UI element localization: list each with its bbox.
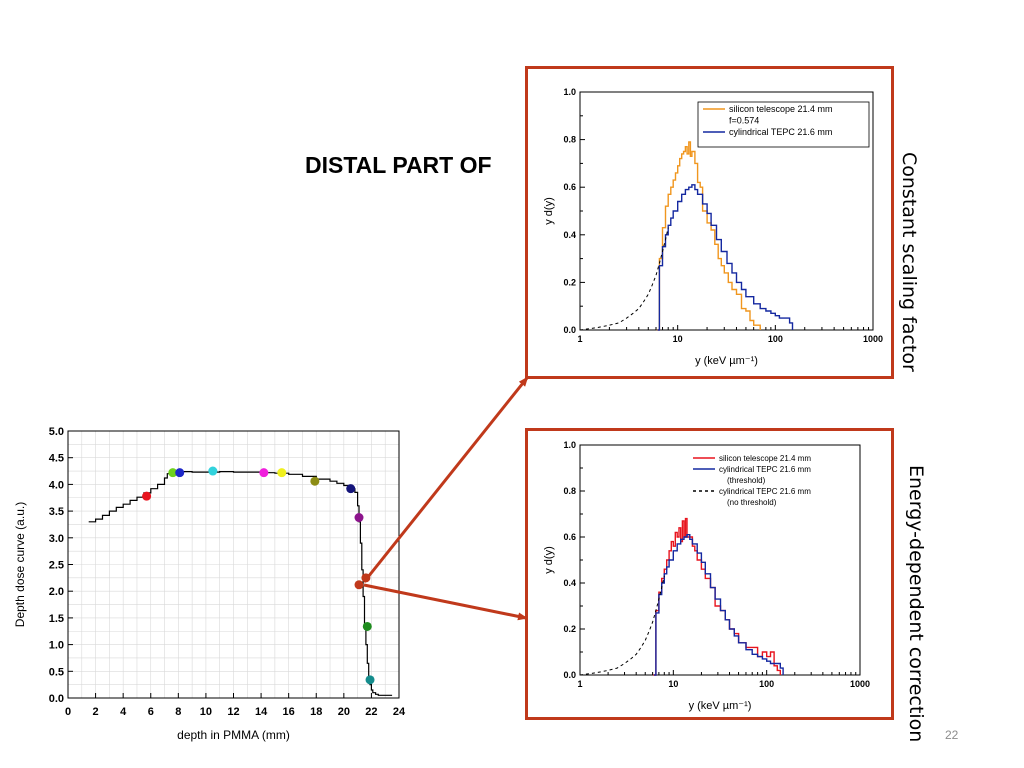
y-tick-label: 4.0 (49, 479, 64, 491)
dose-marker (354, 513, 364, 523)
dose-marker (362, 621, 372, 631)
plot-border (579, 444, 861, 676)
legend-label: cylindrical TEPC 21.6 mm (719, 465, 811, 474)
dose-marker (361, 573, 371, 583)
legend-label: cylindrical TEPC 21.6 mm (719, 487, 811, 496)
series-line (656, 141, 761, 331)
legend-label: silicon telescope 21.4 mm (719, 454, 811, 463)
legend-box (697, 101, 870, 148)
y-tick-label: 3.5 (49, 506, 64, 518)
top-spectrum-chart: 1 10 100 1000 0.0 0.2 0.4 0.6 0.8 1.0 y (keV µm⁻¹)… (543, 87, 883, 367)
y-axis-label: y d(y) (543, 197, 555, 225)
top-spectrum-frame: 1 10 100 1000 0.0 0.2 0.4 0.6 0.8 1.0 y (keV µm⁻¹)… (525, 66, 894, 379)
y-tick-label: 0.6 (563, 182, 576, 192)
dose-marker (142, 491, 152, 501)
y-tick-label: 1.0 (563, 87, 576, 97)
x-tick-label: 10 (200, 706, 212, 718)
dose-marker (277, 468, 287, 478)
series-line (579, 575, 665, 676)
x-tick-label: 4 (120, 706, 127, 718)
depth-dose-chart: 0 2 4 6 8 10 12 14 16 18 20 22 240.00.51.01.52.02.53… (13, 426, 406, 742)
x-tick-label: 22 (365, 706, 377, 718)
y-tick-label: 2.0 (49, 586, 64, 598)
dose-marker (175, 468, 185, 478)
legend-label: silicon telescope 21.4 mm (729, 104, 833, 114)
dose-marker (346, 484, 356, 494)
y-axis-label: Depth dose curve (a.u.) (13, 502, 27, 627)
x-tick-label: 18 (310, 706, 322, 718)
x-tick-label: 1000 (850, 679, 870, 689)
y-tick-label: 5.0 (49, 426, 64, 438)
x-axis-label: y (keV µm⁻¹) (695, 355, 758, 367)
x-tick-label: 14 (255, 706, 268, 718)
y-axis-label: y d(y) (543, 546, 555, 574)
x-tick-label: 2 (93, 706, 99, 718)
dose-marker (310, 476, 320, 486)
y-tick-label: 0.2 (563, 624, 576, 634)
y-tick-label: 1.5 (49, 613, 64, 625)
y-tick-label: 0.2 (563, 277, 576, 287)
x-tick-label: 100 (768, 334, 783, 344)
y-tick-label: 2.5 (49, 560, 64, 572)
x-tick-label: 8 (175, 706, 181, 718)
x-axis-label: depth in PMMA (mm) (177, 728, 290, 742)
series-line (579, 227, 669, 331)
x-tick-label: 10 (668, 679, 678, 689)
y-tick-label: 0.8 (563, 135, 576, 145)
y-tick-label: 0.0 (563, 670, 576, 680)
x-tick-label: 100 (759, 679, 774, 689)
energy-correction-label: Energy-dependent correction (905, 465, 927, 743)
x-axis-label: y (keV µm⁻¹) (689, 700, 752, 712)
y-tick-label: 0.0 (49, 693, 64, 705)
x-tick-label: 0 (65, 706, 71, 718)
y-tick-label: 0.4 (563, 578, 576, 588)
x-tick-label: 24 (393, 706, 406, 718)
x-tick-label: 1 (577, 334, 582, 344)
y-tick-label: 4.5 (49, 453, 64, 465)
series-line (654, 534, 784, 676)
y-tick-label: 0.8 (563, 486, 576, 496)
dose-marker (259, 468, 269, 478)
legend-label: cylindrical TEPC 21.6 mm (729, 127, 832, 137)
y-tick-label: 3.0 (49, 533, 64, 545)
x-tick-label: 1 (577, 679, 582, 689)
legend-label: f=0.574 (729, 116, 759, 126)
depth-dose-line (88, 471, 393, 696)
x-tick-label: 20 (338, 706, 350, 718)
x-tick-label: 6 (148, 706, 154, 718)
bottom-spectrum-chart: 1 10 100 1000 0.0 0.2 0.4 0.6 0.8 1.0 y (keV µm⁻¹)… (543, 440, 870, 712)
dose-marker (354, 580, 364, 590)
slide-title: DISTAL PART OF (305, 152, 492, 178)
y-tick-label: 0.5 (49, 666, 64, 678)
legend-label: (no threshold) (727, 498, 777, 507)
x-tick-label: 16 (283, 706, 295, 718)
dose-marker (168, 468, 178, 478)
y-tick-label: 0.4 (563, 230, 576, 240)
series-line (653, 517, 781, 676)
constant-scaling-label: Constant scaling factor (898, 152, 920, 372)
bottom-spectrum-frame: 1 10 100 1000 0.0 0.2 0.4 0.6 0.8 1.0 y (keV µm⁻¹)… (525, 428, 894, 720)
legend-label: (threshold) (727, 476, 766, 485)
y-tick-label: 1.0 (563, 440, 576, 450)
dose-marker (365, 675, 375, 685)
dose-marker (208, 466, 218, 476)
x-tick-label: 12 (227, 706, 239, 718)
series-line (657, 184, 794, 331)
y-tick-label: 0.6 (563, 532, 576, 542)
page-number: 22 (945, 728, 959, 742)
y-tick-label: 1.0 (49, 640, 64, 652)
y-tick-label: 0.0 (563, 325, 576, 335)
x-tick-label: 10 (673, 334, 683, 344)
x-tick-label: 1000 (863, 334, 883, 344)
